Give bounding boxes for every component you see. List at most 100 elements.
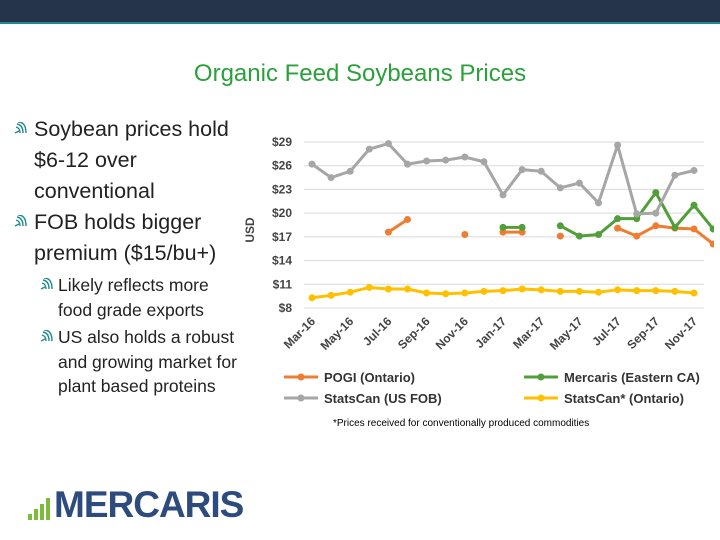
- sub-bullet-item: Likely reflects more food grade exports: [14, 273, 244, 322]
- data-point: [461, 289, 469, 297]
- y-tick-label: $26: [272, 159, 292, 173]
- mercaris-logo: MERCARIS: [28, 484, 244, 526]
- wifi-bullet-icon: [14, 122, 27, 134]
- data-point: [690, 166, 698, 174]
- data-point: [327, 291, 335, 299]
- x-tick-label: May-16: [318, 314, 357, 353]
- series-line: [311, 142, 695, 216]
- data-point: [595, 288, 602, 296]
- data-point: [652, 287, 660, 295]
- bullet-item: FOB holds bigger premium ($15/bu+): [14, 207, 244, 269]
- data-point: [423, 289, 431, 297]
- bullet-text: FOB holds bigger premium ($15/bu+): [34, 210, 217, 265]
- y-tick-label: $11: [273, 277, 293, 291]
- legend-marker: [297, 394, 305, 402]
- data-point: [518, 166, 526, 174]
- data-point: [480, 287, 488, 295]
- data-point: [537, 286, 545, 294]
- data-point: [461, 153, 469, 161]
- data-point: [346, 288, 354, 296]
- data-point: [423, 157, 431, 165]
- data-point: [499, 223, 507, 231]
- data-point: [575, 179, 583, 187]
- sub-bullet-item: US also holds a robust and growing marke…: [14, 325, 244, 399]
- x-tick-label: Jan-17: [472, 314, 509, 351]
- data-point: [346, 167, 354, 175]
- data-point: [442, 290, 450, 298]
- logo-bars-icon: [28, 498, 54, 520]
- data-point: [671, 171, 679, 179]
- data-point: [480, 158, 488, 166]
- data-point: [404, 215, 411, 223]
- data-point: [671, 223, 679, 231]
- y-tick-label: $17: [272, 230, 292, 244]
- data-point: [384, 285, 392, 293]
- data-point: [499, 287, 507, 295]
- data-point: [518, 285, 526, 293]
- wifi-bullet-icon: [40, 330, 53, 342]
- y-axis-label: USD: [244, 217, 257, 243]
- data-point: [308, 294, 316, 302]
- legend-marker: [297, 373, 305, 381]
- data-point: [652, 209, 660, 217]
- legend-label: StatsCan* (Ontario): [564, 391, 684, 406]
- data-point: [709, 225, 714, 233]
- x-tick-label: Jul-16: [360, 314, 395, 349]
- x-tick-label: Nov-17: [662, 314, 700, 352]
- data-point: [556, 184, 564, 192]
- data-point: [633, 210, 641, 218]
- x-tick-label: Mar-17: [510, 314, 547, 351]
- data-point: [671, 287, 679, 295]
- data-point: [614, 215, 622, 223]
- header-bar: [0, 0, 720, 24]
- y-tick-label: $23: [272, 182, 292, 196]
- bullet-text: US also holds a robust and growing marke…: [58, 327, 237, 396]
- x-tick-label: Jul-17: [589, 314, 624, 349]
- data-point: [308, 160, 316, 168]
- data-point: [633, 232, 641, 240]
- data-point: [556, 287, 564, 295]
- y-tick-label: $20: [272, 206, 292, 220]
- legend-marker: [537, 394, 545, 402]
- data-point: [595, 230, 602, 238]
- data-point: [575, 232, 583, 240]
- data-point: [461, 230, 469, 238]
- data-point: [614, 286, 622, 294]
- data-point: [556, 222, 564, 230]
- x-tick-label: Sep-16: [395, 314, 433, 352]
- x-tick-label: Sep-17: [624, 314, 662, 352]
- data-point: [709, 240, 714, 248]
- x-tick-label: Nov-16: [433, 314, 471, 352]
- data-point: [556, 232, 564, 240]
- series-line: [387, 218, 409, 234]
- slide-title: Organic Feed Soybeans Prices: [193, 60, 527, 87]
- bullet-text: Likely reflects more food grade exports: [58, 275, 209, 320]
- x-tick-label: Mar-16: [281, 314, 318, 351]
- x-tick-label: May-17: [547, 314, 586, 353]
- data-point: [652, 189, 660, 197]
- data-point: [499, 191, 507, 199]
- data-point: [614, 224, 622, 232]
- data-point: [652, 222, 660, 230]
- footnote: *Prices received for conventionally prod…: [333, 418, 590, 429]
- data-point: [575, 287, 583, 295]
- data-point: [690, 289, 698, 297]
- legend-label: StatsCan (US FOB): [324, 391, 442, 406]
- series-line: [617, 224, 714, 246]
- legend-label: POGI (Ontario): [324, 370, 415, 385]
- y-tick-label: $29: [272, 135, 292, 149]
- data-point: [404, 285, 411, 293]
- data-point: [537, 167, 545, 175]
- bullet-item: Soybean prices hold $6-12 over conventio…: [14, 114, 244, 207]
- data-point: [614, 141, 622, 149]
- data-point: [633, 287, 641, 295]
- wifi-bullet-icon: [40, 278, 53, 290]
- logo-text: MERCARIS: [54, 484, 244, 525]
- data-point: [327, 174, 335, 182]
- wifi-bullet-icon: [14, 215, 27, 227]
- data-point: [404, 160, 411, 168]
- bullet-text: Soybean prices hold $6-12 over conventio…: [34, 117, 229, 203]
- y-tick-label: $8: [279, 301, 293, 315]
- y-tick-label: $14: [272, 254, 292, 268]
